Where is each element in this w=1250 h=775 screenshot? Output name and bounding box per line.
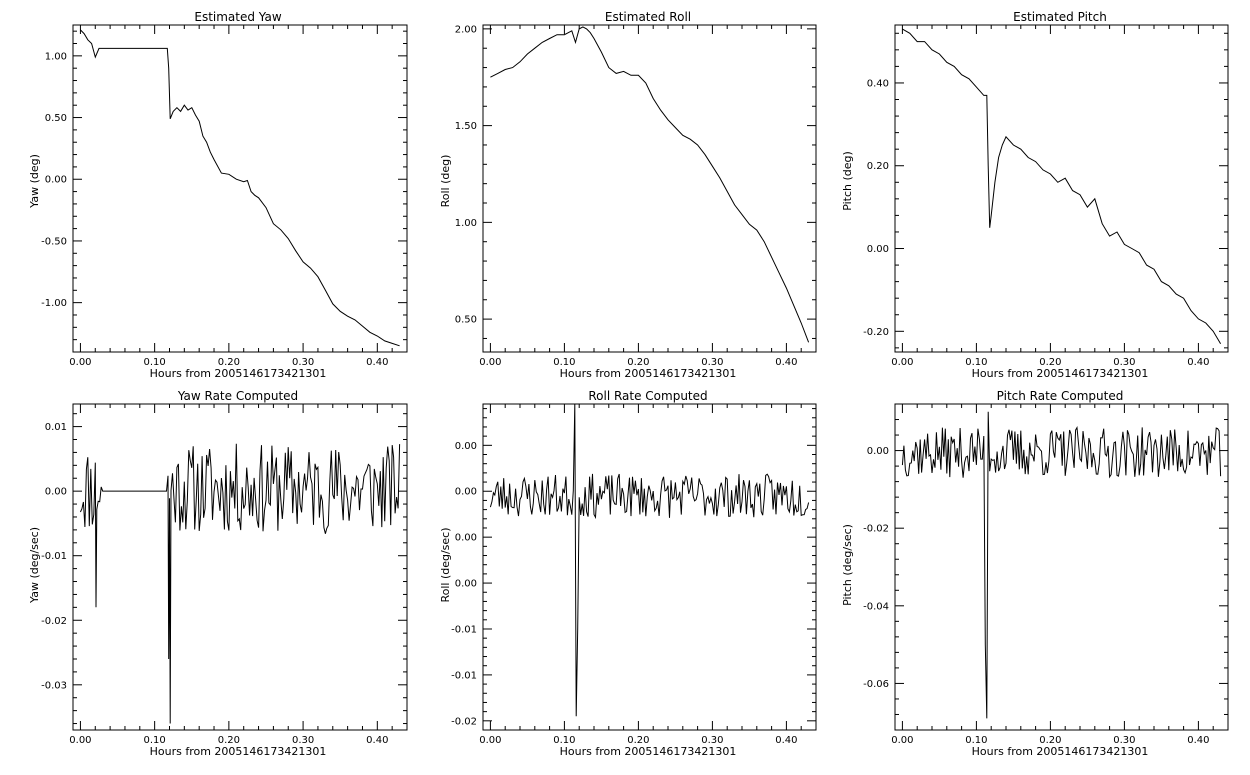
- panel-estimated-yaw: Estimated Yaw Yaw (deg) Hours from 20051…: [28, 10, 408, 380]
- y-tick-label: -0.03: [41, 680, 67, 691]
- x-tick-label: 0.10: [965, 357, 987, 368]
- series-line: [490, 26, 810, 343]
- plot-frame: [482, 403, 817, 731]
- y-tick-label: -0.02: [41, 616, 67, 627]
- x-tick-label: 0.30: [1113, 735, 1135, 746]
- panel-roll-rate-computed: Roll Rate Computed Roll (deg/sec) Hours …: [439, 389, 817, 758]
- x-tick-label: 0.30: [701, 357, 723, 368]
- panel-pitch-rate-computed: Pitch Rate Computed Pitch (deg/sec) Hour…: [841, 389, 1229, 758]
- x-tick-label: 0.30: [1113, 357, 1135, 368]
- y-tick-label: 0.50: [455, 315, 477, 326]
- x-tick-label: 0.40: [366, 735, 388, 746]
- y-tick-label: 1.00: [45, 51, 67, 62]
- y-tick-label: -0.01: [41, 551, 67, 562]
- x-tick-label: 0.20: [1039, 735, 1061, 746]
- panel-title: Estimated Pitch: [1013, 10, 1107, 24]
- y-tick-label: 0.50: [45, 113, 67, 124]
- y-tick-label: -0.02: [451, 716, 477, 727]
- x-tick-label: 0.40: [775, 735, 797, 746]
- x-tick-label: 0.30: [292, 357, 314, 368]
- x-axis-label: Hours from 2005146173421301: [972, 367, 1149, 380]
- y-tick-label: 0.00: [455, 579, 477, 590]
- y-axis-label: Roll (deg): [439, 155, 452, 208]
- y-tick-label: 0.00: [455, 441, 477, 452]
- x-axis-label: Hours from 2005146173421301: [560, 367, 737, 380]
- x-tick-label: 0.10: [144, 357, 166, 368]
- x-tick-label: 0.20: [627, 357, 649, 368]
- x-axis-label: Hours from 2005146173421301: [972, 745, 1149, 758]
- series-line: [901, 411, 1222, 719]
- x-tick-label: 0.00: [891, 735, 913, 746]
- y-tick-label: 0.00: [455, 533, 477, 544]
- x-axis-label: Hours from 2005146173421301: [150, 367, 327, 380]
- x-tick-label: 0.00: [891, 357, 913, 368]
- y-tick-label: 0.00: [45, 175, 67, 186]
- plot-frame: [894, 403, 1229, 731]
- x-tick-label: 0.00: [479, 735, 501, 746]
- x-tick-label: 0.30: [292, 735, 314, 746]
- x-tick-label: 0.10: [553, 735, 575, 746]
- y-tick-label: 0.00: [867, 446, 889, 457]
- series-line: [902, 28, 1222, 344]
- y-tick-label: 0.20: [867, 161, 889, 172]
- y-tick-label: -0.20: [863, 327, 889, 338]
- x-tick-label: 0.40: [1187, 735, 1209, 746]
- panel-title: Estimated Yaw: [194, 10, 281, 24]
- x-tick-label: 0.00: [69, 735, 91, 746]
- y-tick-label: 0.00: [45, 487, 67, 498]
- y-tick-label: -0.01: [451, 624, 477, 635]
- panel-title: Pitch Rate Computed: [997, 389, 1124, 403]
- y-tick-label: -1.00: [41, 298, 67, 309]
- series-line: [489, 403, 810, 717]
- y-axis-label: Pitch (deg/sec): [841, 524, 854, 606]
- panel-title: Yaw Rate Computed: [177, 389, 298, 403]
- plot-frame: [894, 24, 1229, 353]
- y-tick-label: -0.06: [863, 679, 889, 690]
- y-tick-label: -0.50: [41, 236, 67, 247]
- panel-title: Estimated Roll: [605, 10, 691, 24]
- x-tick-label: 0.20: [627, 735, 649, 746]
- x-tick-label: 0.40: [1187, 357, 1209, 368]
- x-tick-label: 0.40: [775, 357, 797, 368]
- x-tick-label: 0.10: [553, 357, 575, 368]
- panel-yaw-rate-computed: Yaw Rate Computed Yaw (deg/sec) Hours fr…: [28, 389, 408, 758]
- y-tick-label: -0.04: [863, 601, 889, 612]
- x-axis-label: Hours from 2005146173421301: [150, 745, 327, 758]
- x-axis-label: Hours from 2005146173421301: [560, 745, 737, 758]
- x-tick-label: 0.10: [144, 735, 166, 746]
- panel-title: Roll Rate Computed: [588, 389, 707, 403]
- plot-frame: [72, 403, 408, 731]
- y-axis-label: Yaw (deg/sec): [28, 527, 41, 604]
- series-line: [80, 29, 400, 347]
- x-tick-label: 0.00: [479, 357, 501, 368]
- plot-frame: [72, 24, 408, 353]
- panel-estimated-pitch: Estimated Pitch Pitch (deg) Hours from 2…: [841, 10, 1229, 380]
- y-tick-label: -0.02: [863, 524, 889, 535]
- y-tick-label: 2.00: [455, 24, 477, 35]
- series-line: [79, 443, 401, 724]
- plot-frame: [482, 24, 817, 353]
- x-tick-label: 0.40: [366, 357, 388, 368]
- panel-estimated-roll: Estimated Roll Roll (deg) Hours from 200…: [439, 10, 817, 380]
- x-tick-label: 0.20: [1039, 357, 1061, 368]
- y-tick-label: 0.00: [455, 487, 477, 498]
- x-tick-label: 0.30: [701, 735, 723, 746]
- y-axis-label: Pitch (deg): [841, 151, 854, 211]
- y-tick-label: 0.40: [867, 78, 889, 89]
- y-tick-label: 0.01: [45, 422, 67, 433]
- y-tick-label: 0.00: [867, 244, 889, 255]
- x-tick-label: 0.20: [218, 735, 240, 746]
- x-tick-label: 0.00: [69, 357, 91, 368]
- x-tick-label: 0.20: [218, 357, 240, 368]
- y-axis-label: Roll (deg/sec): [439, 527, 452, 602]
- y-tick-label: 1.50: [455, 121, 477, 132]
- y-tick-label: -0.01: [451, 670, 477, 681]
- x-tick-label: 0.10: [965, 735, 987, 746]
- y-tick-label: 1.00: [455, 218, 477, 229]
- y-axis-label: Yaw (deg): [28, 154, 41, 209]
